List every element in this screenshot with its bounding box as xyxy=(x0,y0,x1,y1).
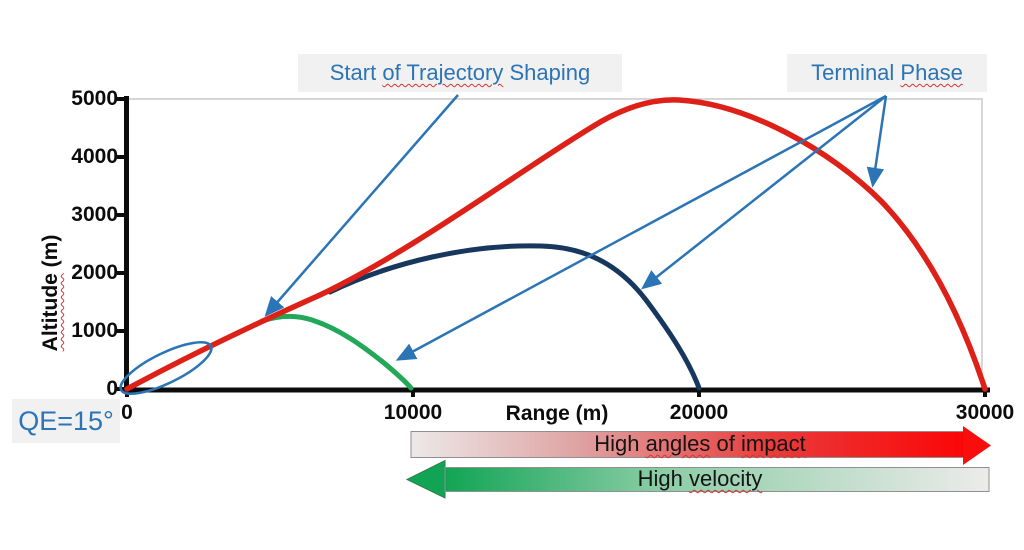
launch-segment-ellipse xyxy=(119,341,213,395)
start-shaping-label-pre: Start xyxy=(329,60,383,85)
terminal-arrow-navy xyxy=(641,95,887,290)
green-trajectory-curve xyxy=(259,313,414,391)
y-tick-2000: 2000 xyxy=(71,261,118,284)
velocity-arrow-text-pre: High xyxy=(637,466,689,491)
terminal-arrow-red xyxy=(866,95,888,188)
y-tick-4000: 4000 xyxy=(71,145,118,168)
plot-area-border xyxy=(127,98,983,390)
impact-arrow-text-sq2: impact xyxy=(740,431,806,456)
qe-label: QE=15° xyxy=(12,399,120,443)
impact-arrow-text-mid: of xyxy=(710,431,741,456)
x-tick-20000: 20000 xyxy=(669,401,729,424)
velocity-arrow-text-squiggle: velocity xyxy=(689,466,763,491)
y-tick-0: 0 xyxy=(106,377,118,400)
x-tick-0: 0 xyxy=(121,401,133,424)
navy-trajectory-curve xyxy=(327,243,702,391)
start-shaping-label-squiggle: of Trajectory xyxy=(382,60,504,85)
y-axis-title-word: Altitude xyxy=(39,273,62,352)
velocity-arrow-head xyxy=(405,459,446,499)
impact-arrow-text: High angles of impact xyxy=(440,430,960,457)
y-tick-5000: 5000 xyxy=(71,87,118,110)
terminal-arrow-green xyxy=(395,94,887,361)
terminal-phase-label-pre: Terminal xyxy=(811,60,901,85)
x-tick-30000: 30000 xyxy=(955,401,1015,424)
impact-arrow-head xyxy=(963,426,991,465)
start-shaping-arrow xyxy=(264,94,459,317)
y-axis-title-unit: (m) xyxy=(39,234,62,274)
y-axis-title: Altitude (m) xyxy=(39,228,63,358)
impact-arrow-text-sq1: angles xyxy=(645,431,711,456)
y-tick-3000: 3000 xyxy=(71,203,118,226)
impact-arrow-text-pre: High xyxy=(594,431,646,456)
y-tick-1000: 1000 xyxy=(71,319,118,342)
x-axis-title: Range (m) xyxy=(505,402,609,425)
start-shaping-label: Start of Trajectory Shaping xyxy=(298,54,622,92)
terminal-phase-label-squiggle: Phase xyxy=(900,60,963,85)
x-tick-10000: 10000 xyxy=(383,401,443,424)
red-trajectory-curve xyxy=(124,97,988,392)
velocity-arrow-text: High velocity xyxy=(450,466,950,492)
annotation-arrows xyxy=(264,94,888,361)
velocity-arrow-body xyxy=(444,467,990,492)
terminal-phase-label: Terminal Phase xyxy=(787,54,987,92)
start-shaping-label-post: Shaping xyxy=(503,60,591,85)
